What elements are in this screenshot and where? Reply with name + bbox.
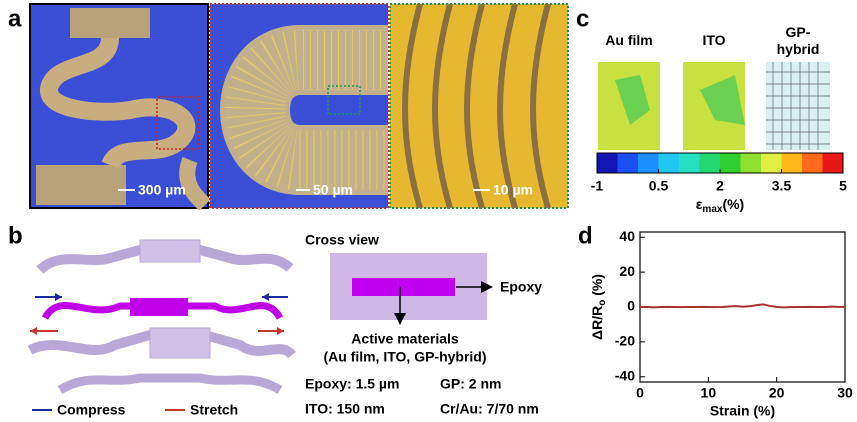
force-arrowhead: [30, 327, 37, 335]
force-arrowhead: [55, 293, 62, 301]
colorbar-segment: [782, 153, 803, 173]
colorbar-segment: [679, 153, 700, 173]
label-main: ΔR/R: [589, 306, 605, 340]
micrograph-3: [390, 4, 568, 208]
y-tick-label: 0: [627, 298, 635, 314]
active-detail: (Au film, ITO, GP-hybrid): [323, 349, 486, 365]
colorbar-segment: [597, 153, 618, 173]
strain-maps: [598, 62, 830, 150]
micrograph-2: [210, 4, 388, 208]
colorbar-segment: [638, 153, 659, 173]
colorbar-tick-label: 3.5: [772, 178, 792, 194]
cross-view-title: Cross view: [305, 232, 379, 248]
label-unit: (%): [722, 196, 744, 212]
y-tick-label: 40: [619, 228, 635, 244]
x-tick-label: 20: [769, 385, 785, 401]
active-label: Active materials: [351, 331, 459, 347]
scale-bar-label: 300 µm: [138, 182, 186, 198]
epoxy-label: Epoxy: [500, 279, 542, 295]
colorbar-segment: [823, 153, 844, 173]
legend-label: Stretch: [190, 402, 238, 418]
thickness: Cr/Au: 7/70 nm: [440, 401, 539, 417]
figure-canvas: a b c d 300 µm 50 µm 10 µm Cross view Ep…: [0, 0, 857, 422]
colorbar-segment: [720, 153, 741, 173]
colorbar-segment: [761, 153, 782, 173]
force-arrowhead: [262, 293, 269, 301]
cross-view-drawing: [330, 253, 490, 322]
figure: a b c d 300 µm 50 µm 10 µm Cross view Ep…: [0, 0, 857, 422]
sample-title: ITO: [687, 32, 741, 49]
sample-title: GP-hybrid: [771, 24, 825, 58]
colorbar-segment: [700, 153, 721, 173]
colorbar-tick-label: 2: [716, 178, 724, 194]
colorbar-segment: [618, 153, 639, 173]
y-tick-label: 20: [619, 263, 635, 279]
force-arrowhead: [277, 327, 284, 335]
thickness: GP: 2 nm: [440, 376, 501, 392]
panel-label: c: [576, 5, 589, 32]
colorbar-tick-label: -1: [591, 178, 604, 194]
y-axis-label: ΔR/Ro (%): [589, 274, 608, 340]
panel-label: b: [8, 222, 23, 249]
x-tick-label: 10: [701, 385, 717, 401]
colorbar-tick-label: 5: [839, 178, 847, 194]
thickness: ITO: 150 nm: [305, 401, 385, 417]
colorbar-label: εmax(%): [696, 196, 744, 215]
y-tick-label: -20: [615, 333, 635, 349]
colorbar-segment: [802, 153, 823, 173]
label-unit: (%): [589, 274, 605, 300]
y-tick-label: -40: [615, 367, 635, 383]
micrograph-1: [30, 4, 208, 208]
x-axis-label: Strain (%): [710, 403, 775, 419]
x-tick-label: 30: [837, 385, 853, 401]
sample-title: Au film: [600, 32, 658, 49]
scale-bar-label: 10 µm: [493, 182, 533, 198]
scale-bar-label: 50 µm: [313, 182, 353, 198]
panel-label: d: [578, 222, 593, 249]
data-line: [640, 304, 845, 307]
legend-label: Compress: [57, 402, 126, 418]
colorbar-segment: [741, 153, 762, 173]
thickness: Epoxy: 1.5 µm: [305, 376, 399, 392]
label-subscript: max: [702, 204, 722, 215]
device-illustration: [30, 240, 292, 390]
panel-label: a: [8, 5, 22, 32]
colorbar-segment: [659, 153, 680, 173]
colorbar-tick-label: 0.5: [649, 178, 669, 194]
x-tick-label: 0: [636, 385, 644, 401]
